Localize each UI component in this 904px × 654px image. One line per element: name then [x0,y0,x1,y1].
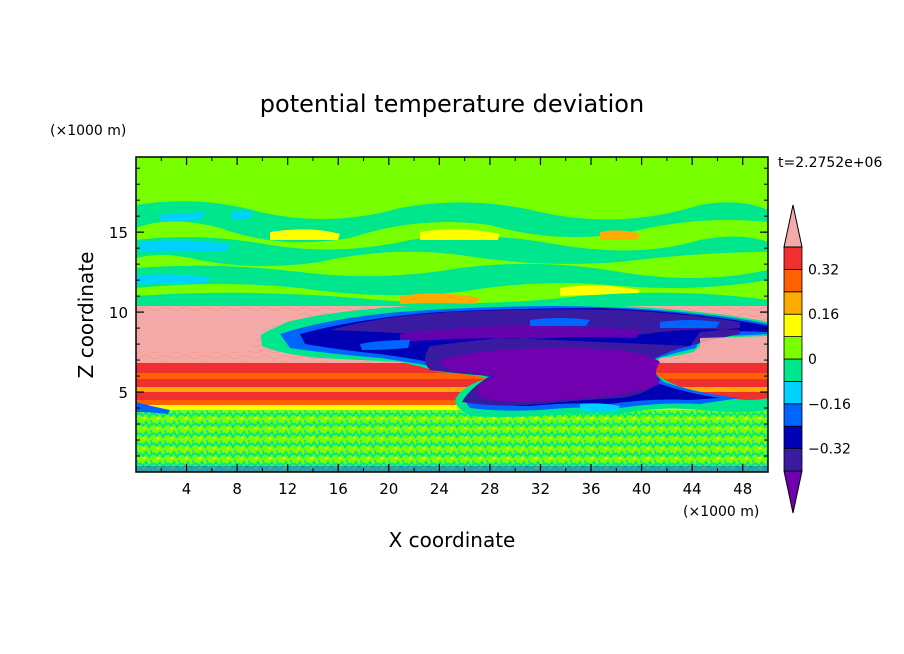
field-band-top [136,160,768,197]
colorbar-swatch [783,425,803,450]
field-lower-noise [136,410,768,472]
colorbar-tick-label: −0.32 [808,442,851,458]
colorbar-tick-label: −0.16 [808,397,851,413]
colorbar-extend-low [783,470,803,514]
time-label: t=2.2752e+06 [778,155,882,171]
field-band-upper-3 [136,263,768,296]
y-axis-label: Z coordinate [74,252,98,379]
x-tick-label: 48 [733,480,752,498]
x-tick-label: 44 [683,480,702,498]
contour-field [136,157,768,472]
colorbar-swatch [783,358,803,382]
x-tick-label: 36 [581,480,600,498]
x-tick-label: 28 [480,480,499,498]
x-axis-ticks: 4 8 12 16 20 24 28 32 36 40 44 48 [160,157,752,498]
colorbar-swatch [783,448,803,472]
x-tick-label: 24 [430,480,449,498]
field-cold-min [440,348,660,402]
colorbar-tick-label: 0.16 [808,307,839,323]
x-axis-label: X coordinate [389,528,516,552]
colorbar-swatch [783,336,803,360]
x-tick-label: 4 [182,480,192,498]
x-axis-unit: (×1000 m) [683,504,759,520]
y-tick-label: 10 [109,304,128,322]
x-tick-label: 40 [632,480,651,498]
x-tick-label: 20 [379,480,398,498]
colorbar: 0.32 0.16 0 −0.16 −0.32 [783,204,851,514]
x-tick-label: 8 [232,480,242,498]
x-tick-label: 16 [329,480,348,498]
colorbar-extend-high [783,204,803,248]
x-tick-label: 12 [278,480,297,498]
chart-title: potential temperature deviation [260,90,644,118]
y-axis-ticks: 5 10 15 [109,167,768,457]
y-tick-label: 15 [109,224,128,242]
colorbar-swatch [783,403,803,427]
colorbar-swatch [783,268,803,293]
colorbar-swatch [783,246,803,270]
x-tick-label: 32 [531,480,550,498]
y-tick-label: 5 [118,384,128,402]
field-band-upper-2 [136,236,768,267]
y-axis-unit: (×1000 m) [50,123,126,139]
colorbar-swatch [783,380,803,405]
colorbar-swatch [783,313,803,338]
colorbar-swatch [783,291,803,315]
colorbar-tick-label: 0 [808,352,817,368]
colorbar-tick-label: 0.32 [808,262,839,278]
plot-frame [135,156,769,473]
